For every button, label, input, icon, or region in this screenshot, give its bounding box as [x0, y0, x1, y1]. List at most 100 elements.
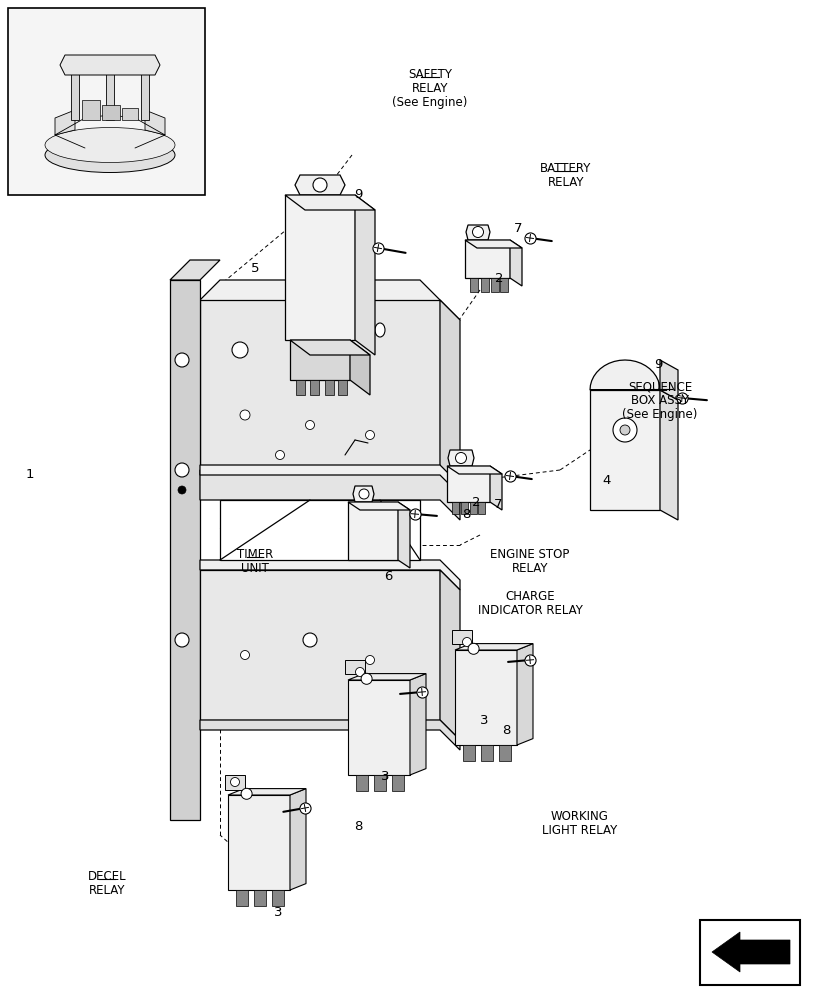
Polygon shape: [220, 500, 420, 560]
Text: 6: 6: [384, 570, 392, 584]
Polygon shape: [200, 560, 460, 590]
Circle shape: [276, 450, 285, 460]
Polygon shape: [355, 195, 375, 355]
Text: 8: 8: [354, 820, 362, 832]
Text: (See Engine): (See Engine): [623, 408, 698, 421]
Text: (See Engine): (See Engine): [392, 96, 468, 109]
Polygon shape: [200, 570, 440, 720]
Polygon shape: [254, 890, 266, 906]
Polygon shape: [295, 175, 345, 195]
Polygon shape: [55, 110, 75, 135]
Text: 3: 3: [480, 714, 488, 726]
Polygon shape: [440, 570, 460, 740]
Text: ENGINE STOP: ENGINE STOP: [490, 548, 570, 561]
Polygon shape: [461, 502, 468, 514]
Text: RELAY: RELAY: [89, 884, 125, 897]
Polygon shape: [374, 775, 386, 791]
Polygon shape: [141, 70, 149, 120]
Polygon shape: [466, 225, 490, 240]
Polygon shape: [290, 789, 306, 890]
Text: BATTERY: BATTERY: [540, 162, 592, 175]
Circle shape: [303, 633, 317, 647]
Polygon shape: [200, 465, 460, 495]
Text: SEQUENCE: SEQUENCE: [628, 380, 692, 393]
Text: TIMER: TIMER: [237, 548, 273, 561]
Polygon shape: [310, 380, 319, 395]
Polygon shape: [452, 630, 472, 644]
Polygon shape: [325, 380, 334, 395]
Circle shape: [620, 425, 630, 435]
Circle shape: [175, 633, 189, 647]
Polygon shape: [410, 674, 426, 775]
Polygon shape: [455, 650, 517, 745]
Polygon shape: [470, 502, 477, 514]
Polygon shape: [290, 340, 370, 355]
Polygon shape: [122, 108, 138, 120]
Polygon shape: [71, 70, 79, 120]
Circle shape: [232, 342, 248, 358]
Text: 9: 9: [654, 358, 663, 370]
Text: WORKING: WORKING: [551, 810, 609, 823]
Text: 9: 9: [354, 188, 362, 200]
Polygon shape: [228, 789, 306, 795]
Polygon shape: [170, 260, 220, 280]
Polygon shape: [345, 660, 365, 674]
Circle shape: [463, 638, 472, 647]
Circle shape: [361, 673, 372, 684]
Polygon shape: [348, 674, 426, 680]
Polygon shape: [170, 280, 200, 820]
Text: CHARGE: CHARGE: [505, 590, 555, 603]
Polygon shape: [272, 890, 284, 906]
Text: UNIT: UNIT: [241, 562, 269, 575]
Polygon shape: [398, 502, 410, 568]
Circle shape: [313, 178, 327, 192]
Polygon shape: [225, 775, 245, 790]
Polygon shape: [106, 70, 114, 120]
Polygon shape: [500, 278, 508, 292]
Circle shape: [241, 650, 250, 660]
Polygon shape: [60, 55, 160, 75]
Polygon shape: [356, 775, 368, 791]
Text: BOX ASSY: BOX ASSY: [631, 394, 689, 407]
Text: 7: 7: [494, 497, 503, 510]
Circle shape: [240, 410, 250, 420]
Polygon shape: [296, 380, 305, 395]
Polygon shape: [590, 390, 660, 510]
Polygon shape: [440, 300, 460, 490]
Circle shape: [230, 778, 240, 786]
Text: 7: 7: [514, 222, 522, 234]
Text: 5: 5: [251, 261, 259, 274]
Polygon shape: [392, 775, 404, 791]
Polygon shape: [510, 240, 522, 286]
Text: 8: 8: [462, 508, 470, 520]
Polygon shape: [517, 644, 533, 745]
Polygon shape: [660, 390, 678, 520]
Text: SAFETY: SAFETY: [408, 68, 452, 81]
Text: INDICATOR RELAY: INDICATOR RELAY: [477, 604, 583, 617]
Ellipse shape: [45, 127, 175, 162]
Polygon shape: [447, 466, 490, 502]
Circle shape: [468, 643, 479, 654]
Polygon shape: [490, 466, 502, 510]
Polygon shape: [285, 195, 375, 210]
Circle shape: [455, 452, 467, 464]
Circle shape: [175, 353, 189, 367]
Polygon shape: [102, 105, 120, 120]
Polygon shape: [463, 745, 475, 761]
Polygon shape: [338, 380, 347, 395]
Text: 8: 8: [502, 724, 510, 736]
Polygon shape: [236, 890, 248, 906]
Circle shape: [613, 418, 637, 442]
Text: 1: 1: [26, 468, 34, 482]
Polygon shape: [145, 110, 165, 135]
Polygon shape: [481, 278, 489, 292]
Circle shape: [355, 290, 365, 300]
Polygon shape: [200, 470, 460, 520]
Polygon shape: [228, 795, 290, 890]
Circle shape: [366, 656, 375, 664]
Circle shape: [305, 420, 314, 430]
Polygon shape: [455, 644, 533, 650]
Ellipse shape: [375, 323, 385, 337]
Polygon shape: [200, 720, 460, 750]
Polygon shape: [499, 745, 511, 761]
